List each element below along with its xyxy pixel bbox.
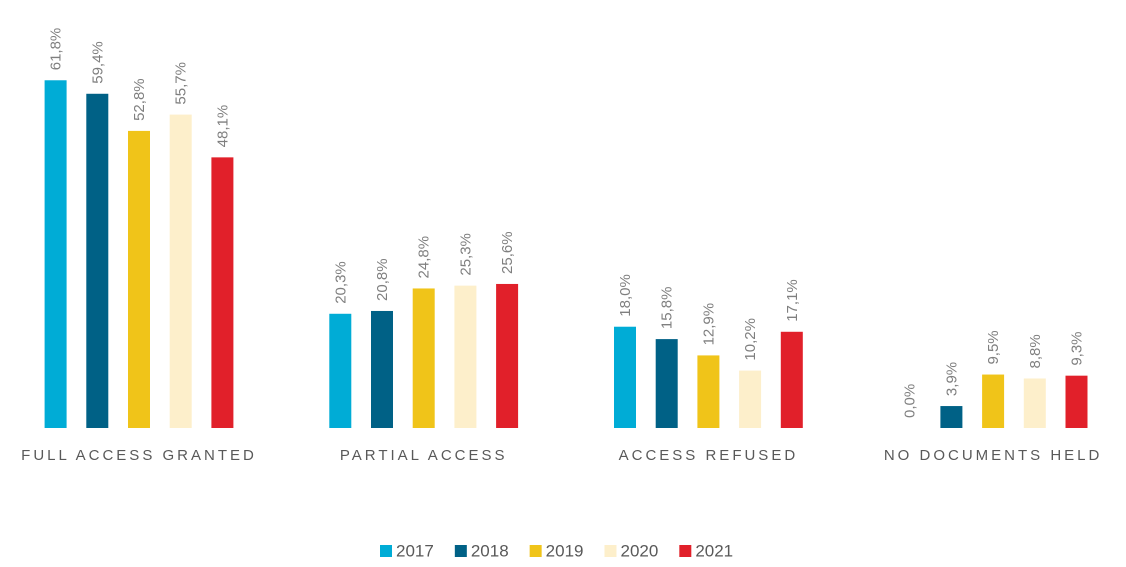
data-label: 0,0% [902,384,919,418]
legend-label: 2021 [695,541,733,560]
data-label: 24,8% [416,236,433,279]
data-label: 8,8% [1027,334,1044,368]
data-label: 18,0% [617,274,634,317]
bar [655,339,678,428]
legend-label: 2018 [471,541,509,560]
data-label: 17,1% [784,279,801,322]
bar [614,326,636,428]
category-label: FULL ACCESS GRANTED [21,447,257,464]
legend-swatch [380,545,392,557]
bar [412,288,435,428]
data-label: 52,8% [131,78,148,121]
data-label: 59,4% [89,41,106,84]
data-label: 15,8% [659,287,676,330]
data-label: 25,6% [499,231,516,274]
data-label: 10,2% [742,318,759,361]
data-label: 20,8% [374,258,391,301]
data-label: 55,7% [173,62,190,105]
data-label: 12,9% [700,303,717,346]
category-label: PARTIAL ACCESS [340,447,508,464]
bar [454,285,477,428]
legend-label: 2019 [546,541,584,560]
bar [371,310,393,428]
bar [1023,378,1046,428]
bar [982,374,1005,428]
bar [128,130,150,429]
bar [86,93,109,428]
legend-swatch [529,545,542,557]
bar [329,313,352,428]
legend-label: 2020 [620,541,658,560]
bar [940,406,963,428]
category-label: ACCESS REFUSED [619,447,799,464]
legend-swatch [454,545,467,557]
bar [44,80,67,428]
data-label: 61,8% [48,28,65,71]
bar [1065,375,1088,428]
data-label: 9,5% [985,330,1002,364]
legend-swatch [604,545,617,557]
data-label: 25,3% [457,233,474,276]
bar [697,355,720,428]
category-label: NO DOCUMENTS HELD [884,447,1103,464]
data-label: 20,3% [332,261,349,304]
legend-label: 2017 [396,541,434,560]
bar [496,283,519,428]
bar [739,370,762,428]
bar [211,157,234,428]
data-label: 48,1% [214,105,231,148]
data-label: 9,3% [1068,331,1085,365]
legend-swatch [679,545,692,557]
bar [169,114,192,428]
bar [780,331,803,428]
data-label: 3,9% [943,362,960,396]
